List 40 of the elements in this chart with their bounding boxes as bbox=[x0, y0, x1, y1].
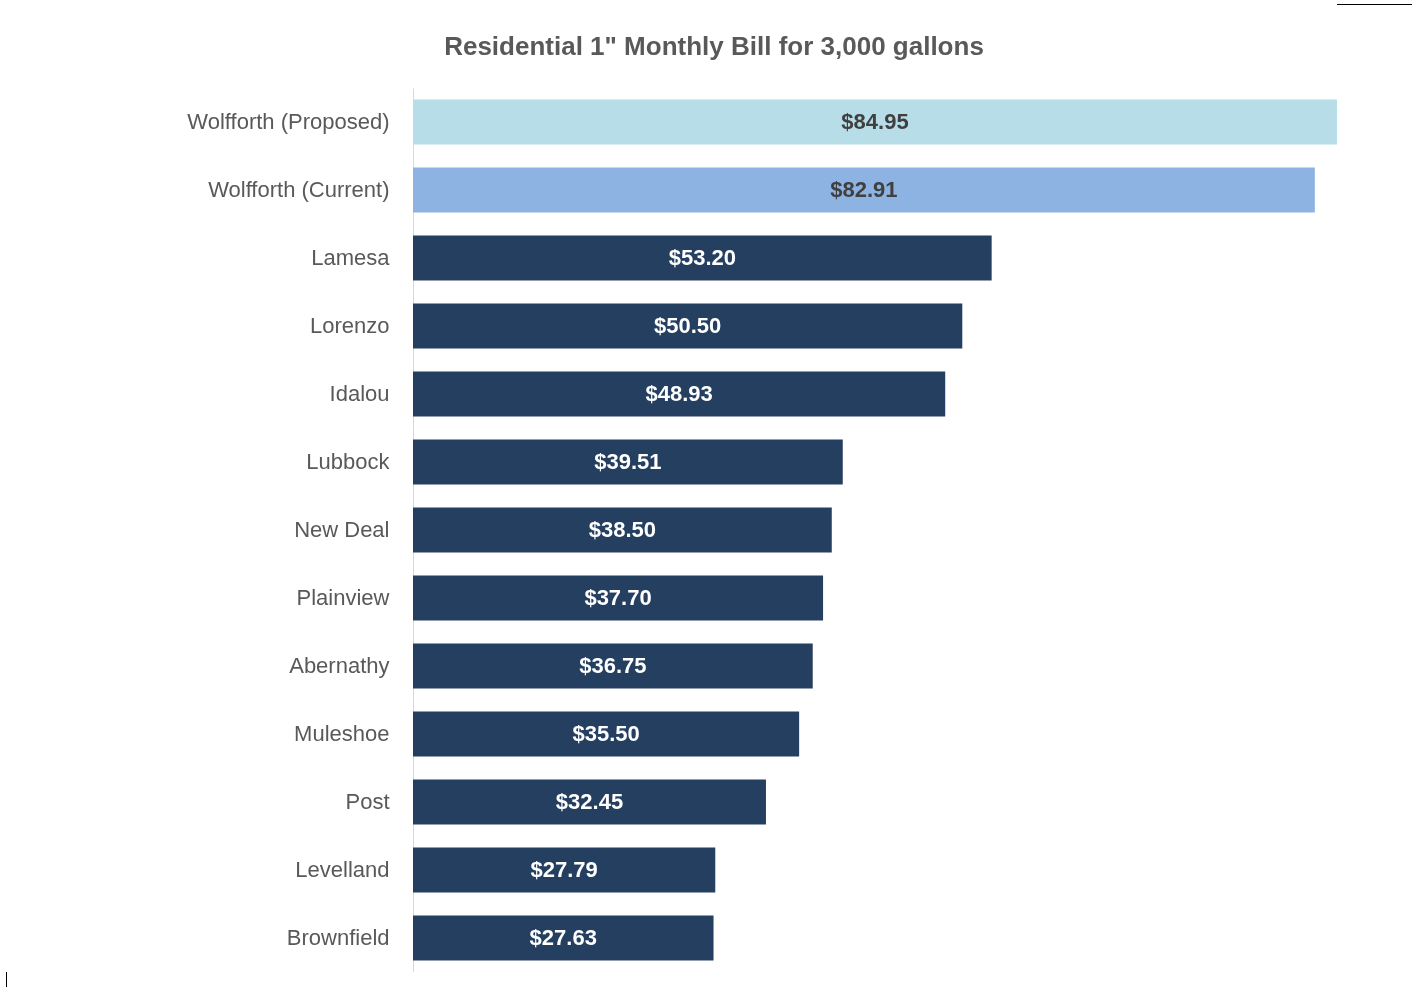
y-tick-label: New Deal bbox=[294, 517, 390, 542]
data-label: $38.50 bbox=[588, 517, 657, 542]
y-tick-label: Abernathy bbox=[289, 653, 390, 678]
bar bbox=[413, 643, 813, 689]
data-label: $50.50 bbox=[654, 313, 722, 338]
y-tick-label: Wolfforth (Current) bbox=[208, 177, 390, 202]
bar bbox=[413, 507, 832, 553]
y-tick-label: Levelland bbox=[295, 857, 390, 882]
bar bbox=[413, 847, 716, 893]
y-tick-label: Plainview bbox=[296, 585, 390, 610]
bar bbox=[413, 439, 843, 485]
bar bbox=[413, 167, 1315, 213]
bar bbox=[413, 575, 824, 621]
chart-title: Residential 1" Monthly Bill for 3,000 gallons bbox=[444, 31, 984, 61]
data-label: $27.79 bbox=[530, 857, 598, 882]
bar bbox=[413, 915, 714, 961]
bar bbox=[413, 711, 800, 757]
y-tick-label: Post bbox=[345, 789, 390, 814]
y-tick-label: Wolfforth (Proposed) bbox=[187, 109, 390, 134]
data-label: $53.20 bbox=[668, 245, 736, 270]
data-label: $35.50 bbox=[572, 721, 640, 746]
y-tick-label: Lubbock bbox=[306, 449, 391, 474]
data-label: $39.51 bbox=[594, 449, 662, 474]
bar bbox=[413, 779, 766, 825]
y-tick-label: Brownfield bbox=[286, 925, 390, 950]
y-tick-label: Lamesa bbox=[311, 245, 391, 270]
y-tick-label: Idalou bbox=[329, 381, 390, 406]
bar bbox=[413, 303, 963, 349]
data-label: $48.93 bbox=[645, 381, 713, 406]
bar bbox=[413, 371, 946, 417]
y-tick-label: Lorenzo bbox=[309, 313, 390, 338]
data-label: $27.63 bbox=[529, 925, 597, 950]
bar bbox=[413, 99, 1337, 145]
data-label: $37.70 bbox=[584, 585, 652, 610]
y-tick-label: Muleshoe bbox=[294, 721, 390, 746]
data-label: $84.95 bbox=[841, 109, 909, 134]
data-label: $36.75 bbox=[579, 653, 647, 678]
data-label: $32.45 bbox=[555, 789, 624, 814]
data-label: $82.91 bbox=[830, 177, 898, 202]
bar bbox=[413, 235, 992, 281]
